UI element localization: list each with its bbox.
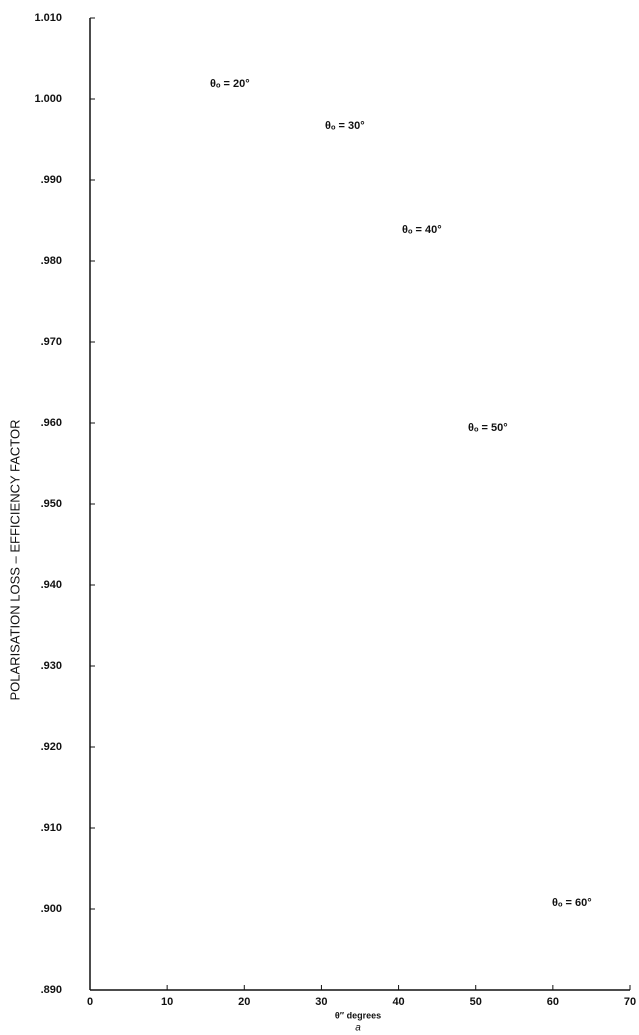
x-tick-label: 20 [238, 996, 250, 1008]
curve-label: θₒ = 30° [325, 120, 365, 132]
y-tick-label: .990 [41, 174, 62, 186]
x-tick-label: 70 [624, 996, 636, 1008]
y-tick-label: .890 [41, 984, 62, 996]
y-tick-label: .970 [41, 336, 62, 348]
y-tick-label: .930 [41, 660, 62, 672]
x-tick-label: 0 [87, 996, 93, 1008]
curve-label: θₒ = 60° [552, 897, 592, 909]
y-tick-label: .910 [41, 822, 62, 834]
curve-label: θₒ = 40° [402, 224, 442, 236]
y-tick-label: .900 [41, 903, 62, 915]
x-tick-label: 60 [547, 996, 559, 1008]
y-axis-label: POLARISATION LOSS – EFFICIENCY FACTOR [7, 419, 22, 700]
panel-label: a [355, 1023, 361, 1034]
curve-label: θₒ = 50° [468, 422, 508, 434]
x-tick-label: 10 [161, 996, 173, 1008]
y-tick-label: .950 [41, 498, 62, 510]
curve-label: θₒ = 20° [210, 78, 250, 90]
x-tick-label: 30 [315, 996, 327, 1008]
y-tick-label: 1.010 [34, 12, 62, 24]
y-tick-label: .940 [41, 579, 62, 591]
y-tick-label: .960 [41, 417, 62, 429]
x-axis-label: θ″ degrees [335, 1010, 381, 1020]
x-tick-label: 40 [392, 996, 404, 1008]
y-tick-label: .980 [41, 255, 62, 267]
x-tick-label: 50 [470, 996, 482, 1008]
y-tick-label: 1.000 [34, 93, 62, 105]
y-tick-label: .920 [41, 741, 62, 753]
